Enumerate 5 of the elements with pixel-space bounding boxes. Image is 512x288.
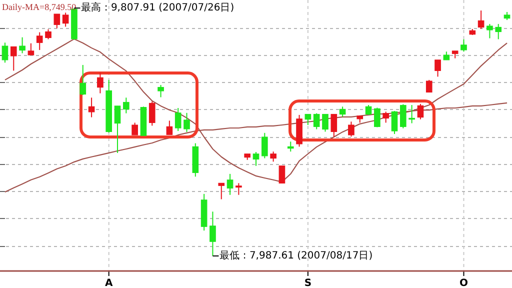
xtick: O [459,278,468,288]
annotation: 最低 : 7,987.61 (2007/08/17日) [212,250,373,262]
annotation: Daily-MA=8,749.50 [2,2,76,12]
xtick: S [304,278,312,288]
xtick: A [104,278,113,288]
